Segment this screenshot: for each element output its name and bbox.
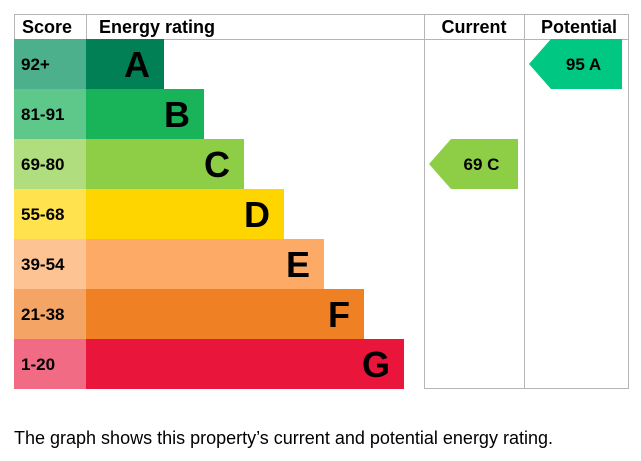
header-energy-rating: Energy rating [99, 17, 215, 37]
score-label-b: 81-91 [21, 105, 64, 124]
band-bar-c [86, 139, 244, 189]
header-current: Current [441, 17, 506, 37]
score-label-a: 92+ [21, 55, 50, 74]
band-letter-g: G [362, 344, 390, 385]
score-label-f: 21-38 [21, 305, 64, 324]
band-bar-a [86, 39, 164, 89]
band-letter-c: C [204, 144, 230, 185]
score-cell-a [14, 39, 86, 89]
band-bar-b [86, 89, 204, 139]
score-cell-d [14, 189, 86, 239]
potential-marker-arrow [529, 39, 622, 89]
rating-bands: 92+ A 81-91 B 69-80 C 55-68 D 39-54 E 21-38 F 1-20 G [14, 39, 404, 389]
band-letter-d: D [244, 194, 270, 235]
score-cell-e [14, 239, 86, 289]
score-label-c: 69-80 [21, 155, 64, 174]
header-potential: Potential [541, 17, 617, 37]
score-label-e: 39-54 [21, 255, 65, 274]
score-cell-b [14, 89, 86, 139]
score-cell-c [14, 139, 86, 189]
band-bar-f [86, 289, 364, 339]
band-letter-f: F [328, 294, 350, 335]
band-bar-g [86, 339, 404, 389]
score-label-d: 55-68 [21, 205, 64, 224]
potential-marker-label: 95 A [566, 55, 601, 74]
band-bar-d [86, 189, 284, 239]
current-marker-label: 69 C [464, 155, 500, 174]
band-letter-b: B [164, 94, 190, 135]
header-score: Score [22, 17, 72, 37]
score-cell-f [14, 289, 86, 339]
table-header: Score Energy rating Current Potential [22, 17, 617, 37]
score-label-g: 1-20 [21, 355, 55, 374]
score-cell-g [14, 339, 86, 389]
rating-markers: 69 C 95 A [429, 39, 622, 189]
band-letter-a: A [124, 44, 150, 85]
chart-caption: The graph shows this property’s current … [14, 428, 553, 448]
band-bar-e [86, 239, 324, 289]
band-letter-e: E [286, 244, 310, 285]
current-marker-arrow [429, 139, 518, 189]
